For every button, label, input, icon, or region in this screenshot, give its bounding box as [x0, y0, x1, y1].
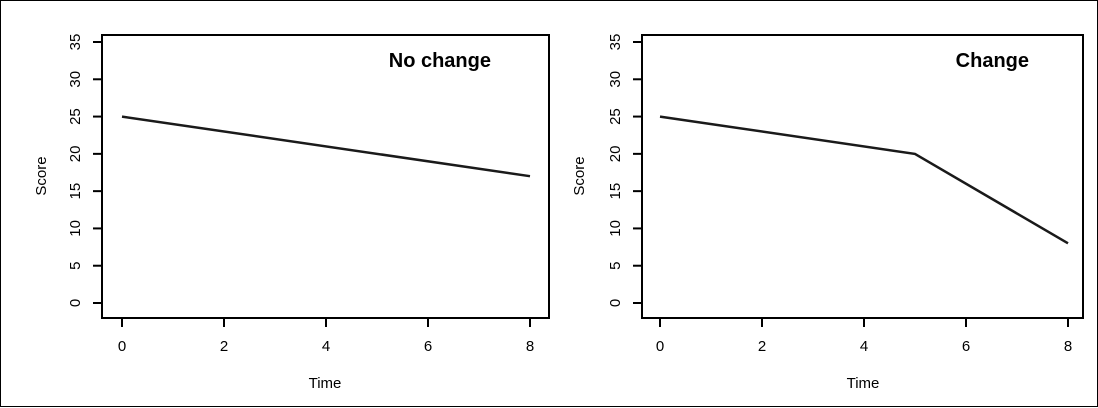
x-tick: 0 [656, 318, 664, 355]
y-tick: 25 [607, 108, 642, 125]
x-tick-label: 8 [1064, 338, 1072, 355]
y-tick: 20 [67, 146, 102, 163]
series-line [659, 115, 1069, 245]
plot-box [641, 34, 1084, 319]
x-tick-label: 2 [758, 338, 766, 355]
y-tick: 10 [67, 220, 102, 237]
x-tick: 6 [424, 318, 432, 355]
y-tick-label: 10 [67, 220, 84, 237]
y-axis: 0 5 10 15 20 25 30 35 [67, 34, 103, 307]
x-tick-label: 6 [962, 338, 970, 355]
x-tick: 8 [1064, 318, 1072, 355]
x-tick-label: 2 [220, 338, 228, 355]
y-tick-label: 35 [67, 34, 84, 51]
plot-box [101, 34, 550, 319]
y-axis-label: Score [33, 156, 50, 195]
x-tick: 6 [962, 318, 970, 355]
y-tick: 20 [607, 146, 642, 163]
chart-panel-change: 0 5 10 15 20 25 30 35 0 2 4 6 8 Change T… [571, 34, 1084, 392]
y-tick: 35 [67, 34, 102, 51]
y-tick-label: 30 [67, 71, 84, 88]
y-tick: 0 [607, 299, 642, 307]
y-tick: 30 [607, 71, 642, 88]
x-axis-label: Time [309, 375, 342, 392]
x-tick: 2 [758, 318, 766, 355]
y-tick-label: 30 [607, 71, 624, 88]
y-tick-label: 5 [607, 262, 624, 270]
y-tick: 5 [67, 262, 102, 270]
x-tick: 8 [526, 318, 534, 355]
y-tick: 30 [67, 71, 102, 88]
x-tick-label: 6 [424, 338, 432, 355]
y-tick: 0 [67, 299, 102, 307]
y-tick-label: 20 [67, 146, 84, 163]
x-tick: 4 [860, 318, 868, 355]
x-tick: 0 [118, 318, 126, 355]
chart-title: Change [956, 50, 1029, 72]
y-tick-label: 25 [607, 108, 624, 125]
x-tick-label: 4 [322, 338, 330, 355]
y-tick-label: 15 [67, 183, 84, 200]
y-tick-label: 5 [67, 262, 84, 270]
x-axis-label: Time [847, 375, 880, 392]
y-tick-label: 0 [67, 299, 84, 307]
x-tick: 4 [322, 318, 330, 355]
y-tick-label: 15 [607, 183, 624, 200]
y-axis-label: Score [571, 156, 588, 195]
y-tick-label: 25 [67, 108, 84, 125]
y-tick-label: 20 [607, 146, 624, 163]
x-axis: 0 2 4 6 8 [118, 317, 534, 355]
y-tick: 15 [607, 183, 642, 200]
x-tick-label: 0 [656, 338, 664, 355]
y-tick: 5 [607, 262, 642, 270]
y-axis: 0 5 10 15 20 25 30 35 [607, 34, 643, 307]
x-tick: 2 [220, 318, 228, 355]
y-tick: 25 [67, 108, 102, 125]
y-tick: 15 [67, 183, 102, 200]
x-axis: 0 2 4 6 8 [656, 317, 1072, 355]
x-tick-label: 4 [860, 338, 868, 355]
x-tick-label: 8 [526, 338, 534, 355]
y-tick-label: 35 [607, 34, 624, 51]
chart-title: No change [389, 50, 491, 72]
series-line [121, 115, 531, 178]
chart-panel-no-change: 0 5 10 15 20 25 30 35 0 2 4 6 8 No chang… [33, 34, 550, 392]
y-tick: 35 [607, 34, 642, 51]
x-tick-label: 0 [118, 338, 126, 355]
y-tick-label: 0 [607, 299, 624, 307]
y-tick: 10 [607, 220, 642, 237]
y-tick-label: 10 [607, 220, 624, 237]
